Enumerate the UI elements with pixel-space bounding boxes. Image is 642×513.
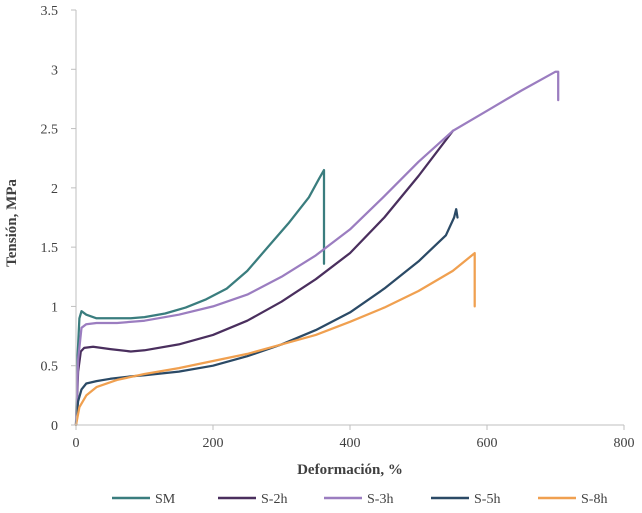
y-tick-label: 2 (51, 182, 58, 197)
series-layer (74, 70, 560, 427)
legend-label: S-3h (367, 492, 393, 507)
series-line-s-5h (74, 208, 459, 427)
y-axis-title: Tensión, MPa (4, 179, 20, 267)
legend-label: S-2h (261, 492, 287, 507)
y-tick-label: 2.5 (41, 123, 59, 138)
legend-label: SM (155, 492, 176, 507)
y-tick-label: 0 (51, 419, 58, 434)
series-line-s-2h (74, 129, 454, 427)
y-tick-label: 0.5 (41, 360, 59, 375)
x-axis-title: Deformación, % (297, 462, 403, 478)
legend: SM S-2h S-3h S-5h S-8h (112, 492, 607, 507)
x-tick-label: 200 (203, 436, 224, 451)
axes-layer: 0 200 400 600 800 0 0.5 1 1.5 2 2.5 3 3.5 (41, 4, 635, 451)
series-line-s-8h (74, 251, 476, 427)
y-tick-label: 1.5 (41, 241, 59, 256)
y-tick-label: 3.5 (41, 4, 59, 19)
x-tick-label: 600 (477, 436, 498, 451)
x-tick-label: 0 (73, 436, 80, 451)
legend-label: S-5h (474, 492, 500, 507)
y-tick-label: 1 (51, 300, 58, 315)
x-tick-label: 400 (340, 436, 361, 451)
legend-label: S-8h (581, 492, 607, 507)
x-tick-label: 800 (614, 436, 635, 451)
series-line-s-3h (74, 70, 560, 427)
series-line-sm (74, 168, 326, 427)
y-tick-label: 3 (51, 63, 58, 78)
